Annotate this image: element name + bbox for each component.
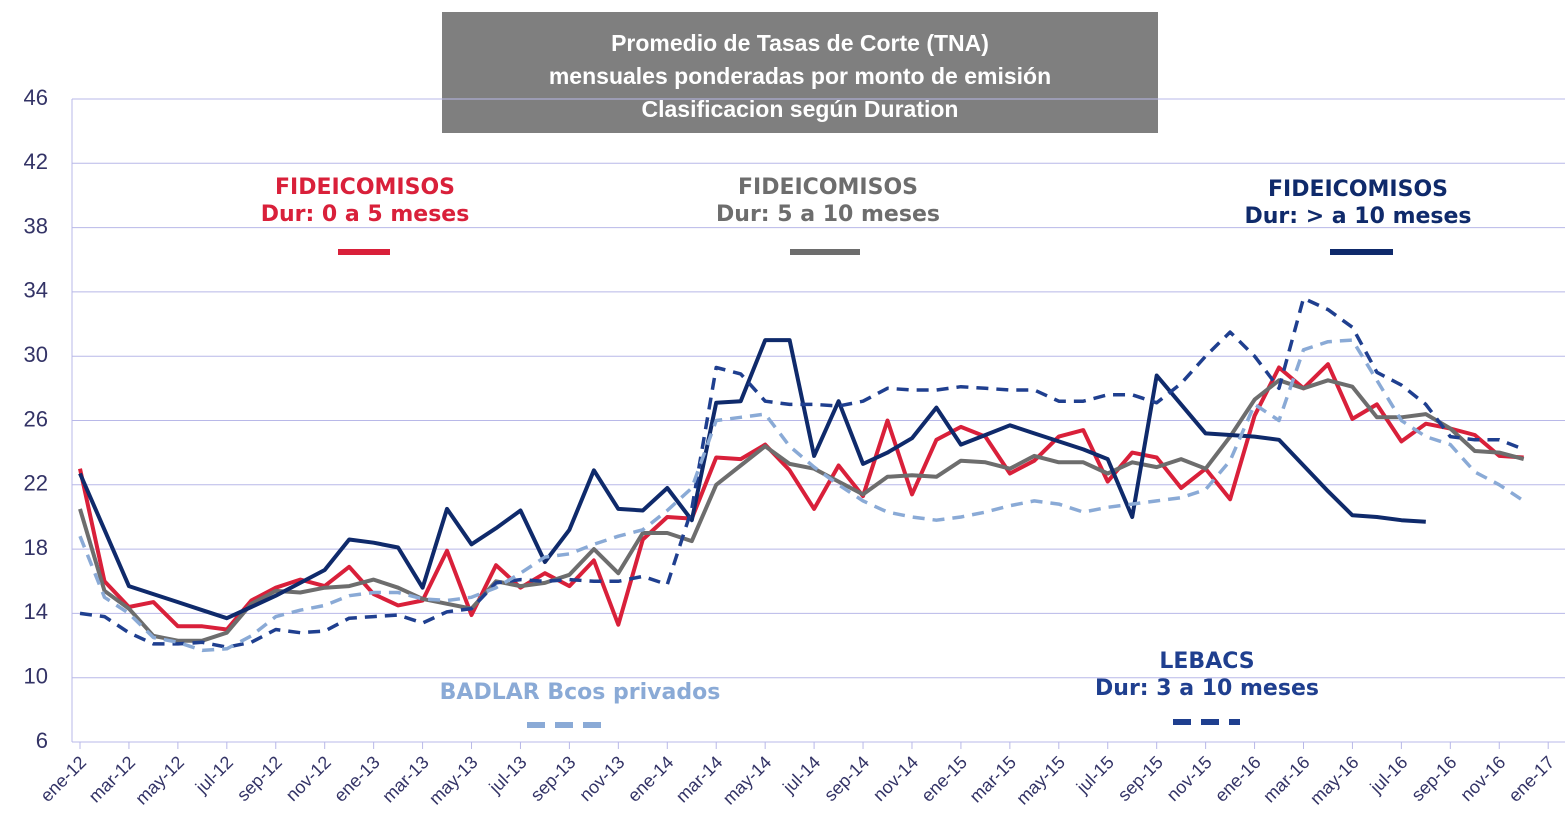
x-tick-label: ene-15 bbox=[917, 752, 971, 806]
x-tick-label: may-13 bbox=[425, 752, 482, 809]
legend-label: FIDEICOMISOS bbox=[275, 175, 455, 200]
x-tick-label: may-16 bbox=[1306, 752, 1363, 809]
x-tick-label: jul-16 bbox=[1366, 752, 1412, 798]
legend-label: FIDEICOMISOS bbox=[738, 175, 918, 200]
y-tick-label: 18 bbox=[24, 535, 48, 560]
legend-label: LEBACS bbox=[1159, 649, 1254, 674]
x-tick-label: nov-14 bbox=[869, 752, 922, 805]
x-tick-label: ene-12 bbox=[36, 752, 90, 806]
chart-title: mensuales ponderadas por monto de emisió… bbox=[549, 63, 1051, 89]
x-tick-label: jul-13 bbox=[485, 752, 531, 798]
x-tick-label: ene-16 bbox=[1211, 752, 1265, 806]
x-tick-label: jul-14 bbox=[778, 752, 824, 798]
y-tick-label: 10 bbox=[24, 664, 48, 689]
title-box bbox=[442, 12, 1158, 133]
x-tick-label: mar-14 bbox=[672, 752, 726, 806]
x-tick-label: nov-15 bbox=[1163, 752, 1216, 805]
x-tick-label: nov-13 bbox=[575, 752, 628, 805]
y-tick-label: 34 bbox=[24, 278, 48, 303]
series-line bbox=[78, 338, 1426, 621]
x-tick-label: sep-16 bbox=[1407, 752, 1460, 805]
x-tick-label: ene-17 bbox=[1505, 752, 1559, 806]
legend-label: Dur: > a 10 meses bbox=[1244, 204, 1471, 229]
x-tick-label: ene-14 bbox=[624, 752, 678, 806]
y-tick-label: 42 bbox=[24, 149, 48, 174]
x-tick-label: jul-15 bbox=[1072, 752, 1118, 798]
chart-title: Promedio de Tasas de Corte (TNA) bbox=[611, 30, 989, 56]
x-tick-label: jul-12 bbox=[191, 752, 237, 798]
x-tick-label: sep-12 bbox=[233, 752, 286, 805]
x-tick-label: mar-12 bbox=[85, 752, 139, 806]
y-tick-label: 30 bbox=[24, 342, 48, 367]
x-tick-label: sep-13 bbox=[527, 752, 580, 805]
legend-label: Dur: 5 a 10 meses bbox=[716, 202, 940, 227]
legend-label: Dur: 0 a 5 meses bbox=[261, 202, 470, 227]
legend-label: FIDEICOMISOS bbox=[1268, 177, 1448, 202]
x-tick-label: ene-13 bbox=[330, 752, 384, 806]
x-tick-label: nov-16 bbox=[1456, 752, 1509, 805]
x-tick-label: mar-15 bbox=[966, 752, 1020, 806]
y-tick-label: 14 bbox=[24, 599, 48, 624]
x-tick-label: mar-13 bbox=[378, 752, 432, 806]
x-tick-label: may-15 bbox=[1012, 752, 1069, 809]
x-tick-label: may-14 bbox=[719, 752, 776, 809]
y-tick-label: 26 bbox=[24, 406, 48, 431]
series-line bbox=[78, 362, 1524, 632]
series-line bbox=[78, 378, 1525, 643]
x-tick-label: may-12 bbox=[131, 752, 188, 809]
y-tick-label: 22 bbox=[24, 471, 48, 496]
y-tick-label: 38 bbox=[24, 213, 48, 238]
chart-title: Clasificacion según Duration bbox=[642, 96, 959, 122]
x-tick-label: nov-12 bbox=[282, 752, 335, 805]
y-tick-label: 46 bbox=[24, 85, 48, 110]
y-tick-label: 6 bbox=[36, 728, 48, 753]
series-line bbox=[78, 338, 1525, 653]
legend-label: BADLAR Bcos privados bbox=[440, 680, 721, 705]
x-tick-label: sep-15 bbox=[1114, 752, 1167, 805]
x-tick-label: mar-16 bbox=[1259, 752, 1313, 806]
legend-label: Dur: 3 a 10 meses bbox=[1095, 676, 1319, 701]
x-tick-label: sep-14 bbox=[820, 752, 873, 805]
series-line bbox=[79, 296, 1525, 649]
